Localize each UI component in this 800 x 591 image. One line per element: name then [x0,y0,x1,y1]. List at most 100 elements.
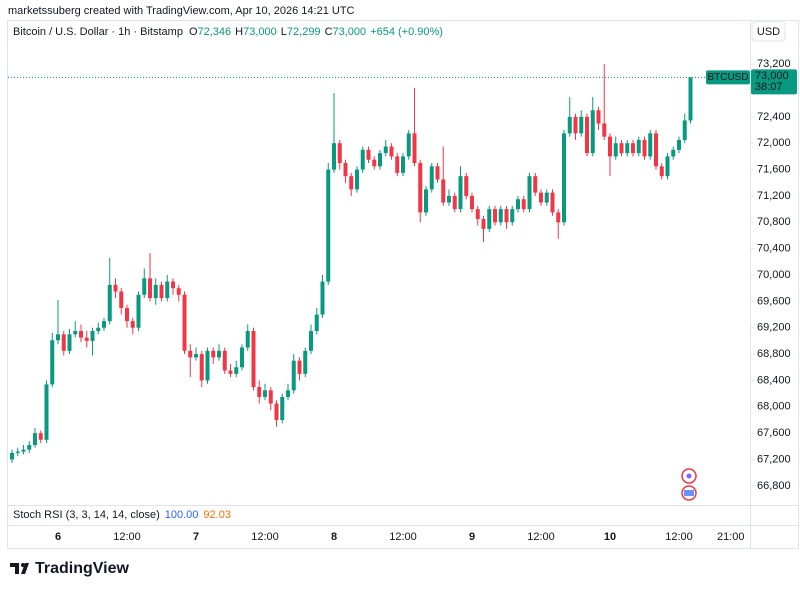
candle-body [613,143,618,157]
chart-frame [7,20,799,549]
flag-icon [684,490,694,496]
candle-body [355,169,359,190]
candle-body [372,159,377,167]
x-tick-label: 12:00 [113,531,141,543]
logo-dot [21,563,25,567]
y-tick-label: 67,200 [757,453,791,465]
candle-body [240,347,244,368]
x-tick-label: 6 [55,531,61,543]
candle-body [171,281,175,289]
logo-mark [10,563,29,574]
candle-body [383,146,388,154]
candle-body [642,139,647,157]
candle-body [682,120,687,140]
x-tick-label: 21:00 [717,531,745,543]
x-tick-label: 12:00 [251,531,279,543]
candle-body [378,153,382,167]
candle-body [245,331,250,348]
candle-body [90,331,95,341]
legend-key: C [325,26,333,38]
candle-body [38,433,43,440]
symbol-badge [706,70,750,85]
candle-body [504,209,509,223]
attribution: marketssuberg created with TradingView.c… [8,5,355,17]
candle-body [10,452,14,460]
x-tick-label: 8 [331,531,337,543]
candle-body [320,281,325,315]
candle-body [441,179,446,203]
candle-body [291,360,296,391]
currency-button[interactable] [751,21,786,42]
candle-body [84,337,89,341]
candle-body [573,116,578,134]
candle-body [447,195,451,203]
candle-body [280,396,285,420]
legend: Bitcoin / U.S. Dollar · 1h · Bitstamp O72… [13,26,443,38]
candle-body [475,209,480,220]
candle-body [418,162,423,213]
candle-body [332,143,336,170]
candle-body [234,367,239,374]
symbol-title: Bitcoin / U.S. Dollar · 1h · Bitstamp [13,26,183,38]
candle-body [498,209,503,223]
candle-body [274,403,279,420]
candle-body [412,133,417,163]
candle-body [205,350,210,381]
logo: TradingView [10,560,130,577]
candle-body [636,139,641,154]
y-tick-label: 71,200 [757,190,791,202]
candle-body [153,284,158,299]
candle-body [142,278,147,295]
candle-body [567,116,572,134]
y-tick-label: 69,200 [757,322,791,334]
logo-text: TradingView [35,560,130,577]
candle-body [182,294,187,351]
candle-body [136,294,141,328]
indicator-k: 100.00 [165,509,199,521]
candle-body [263,390,267,397]
candle-body [562,133,566,223]
legend-key: H [235,26,243,38]
candle-body [27,445,32,450]
legend-value: 72,299 [287,26,321,38]
candle-body [67,334,72,351]
candle-body [406,133,411,157]
y-tick-label: 70,000 [757,269,791,281]
candle-body [677,139,681,150]
indicator-legend: Stoch RSI (3, 3, 14, 14, close) 100.00 92.… [13,509,231,521]
x-tick-label: 10 [604,531,616,543]
candle-body [61,334,66,351]
event-icons[interactable] [681,468,697,501]
candle-body [217,350,221,358]
candle-body [464,176,469,196]
price-badge [751,69,797,95]
candle-body [654,133,658,167]
legend-change: +654 (+0.90%) [370,26,443,38]
candle-body [510,209,515,223]
candle-body [194,354,198,358]
candle-body [286,390,290,397]
candle-body [44,384,49,440]
currency-label[interactable]: USD [757,26,780,38]
y-tick-label: 70,800 [757,216,791,228]
y-tick-label: 67,600 [757,427,791,439]
candle-body [199,354,204,381]
candle-body [96,327,101,332]
candle-body [602,123,607,137]
candle-body [33,433,37,446]
candle-body [452,195,457,210]
candle-body [130,321,135,328]
legend-value: 72,346 [198,26,232,38]
candle-body [165,281,170,299]
indicator-name: Stoch RSI (3, 3, 14, 14, close) [13,509,160,521]
candle-body [50,340,55,385]
candle-body [119,291,124,308]
y-tick-label: 69,600 [757,295,791,307]
candle-body [493,209,497,223]
candle-body [671,149,676,157]
candle-body [608,136,612,157]
candle-body [470,195,474,210]
price-badge-label: 73,000 [755,70,789,82]
candle-body [337,143,342,163]
